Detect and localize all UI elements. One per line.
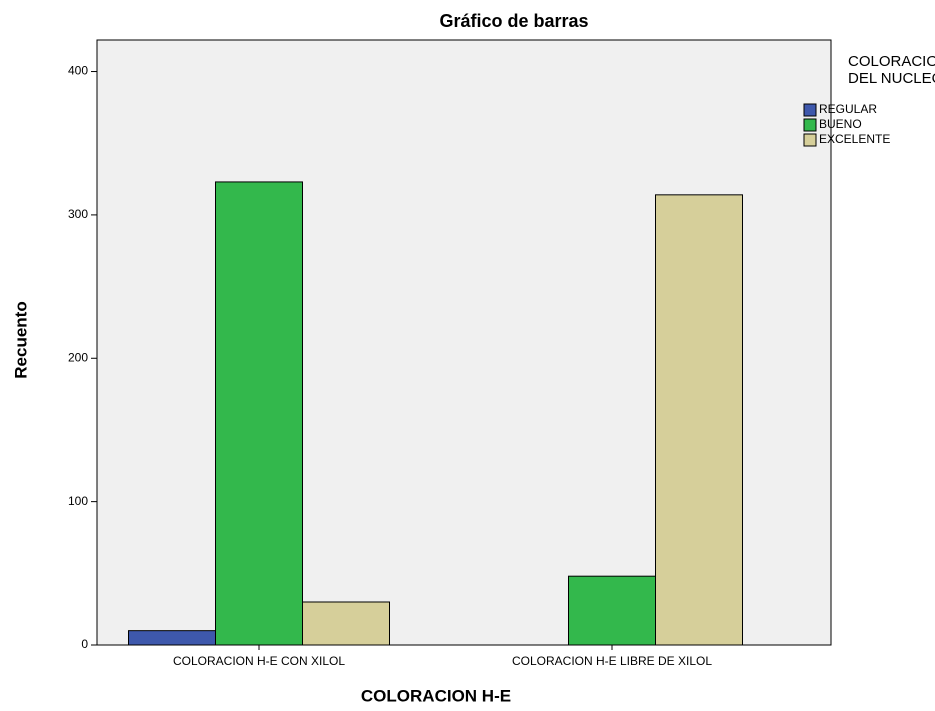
chart-title: Gráfico de barras xyxy=(439,11,588,31)
x-axis-title: COLORACION H-E xyxy=(361,686,511,705)
y-tick-label: 100 xyxy=(68,494,88,508)
y-tick-label: 400 xyxy=(68,64,88,78)
legend-swatch xyxy=(803,118,817,132)
y-tick-label: 0 xyxy=(81,637,88,651)
legend-label: BUENO xyxy=(819,117,862,131)
bar xyxy=(215,181,303,646)
bar xyxy=(655,194,743,646)
x-tick-label: COLORACION H-E CON XILOL xyxy=(173,654,345,668)
bar xyxy=(568,575,656,646)
bar xyxy=(128,630,216,646)
y-axis-title: Recuento xyxy=(11,301,30,378)
legend-title: DEL NUCLEO xyxy=(848,70,935,87)
legend-swatch xyxy=(803,103,817,117)
legend-title: COLORACION xyxy=(848,53,935,70)
bar xyxy=(302,601,390,646)
legend-label: REGULAR xyxy=(819,102,877,116)
y-tick-label: 200 xyxy=(68,350,88,364)
x-tick-label: COLORACION H-E LIBRE DE XILOL xyxy=(512,654,712,668)
legend-swatch xyxy=(803,133,817,147)
y-tick-label: 300 xyxy=(68,207,88,221)
legend-label: EXCELENTE xyxy=(819,132,890,146)
